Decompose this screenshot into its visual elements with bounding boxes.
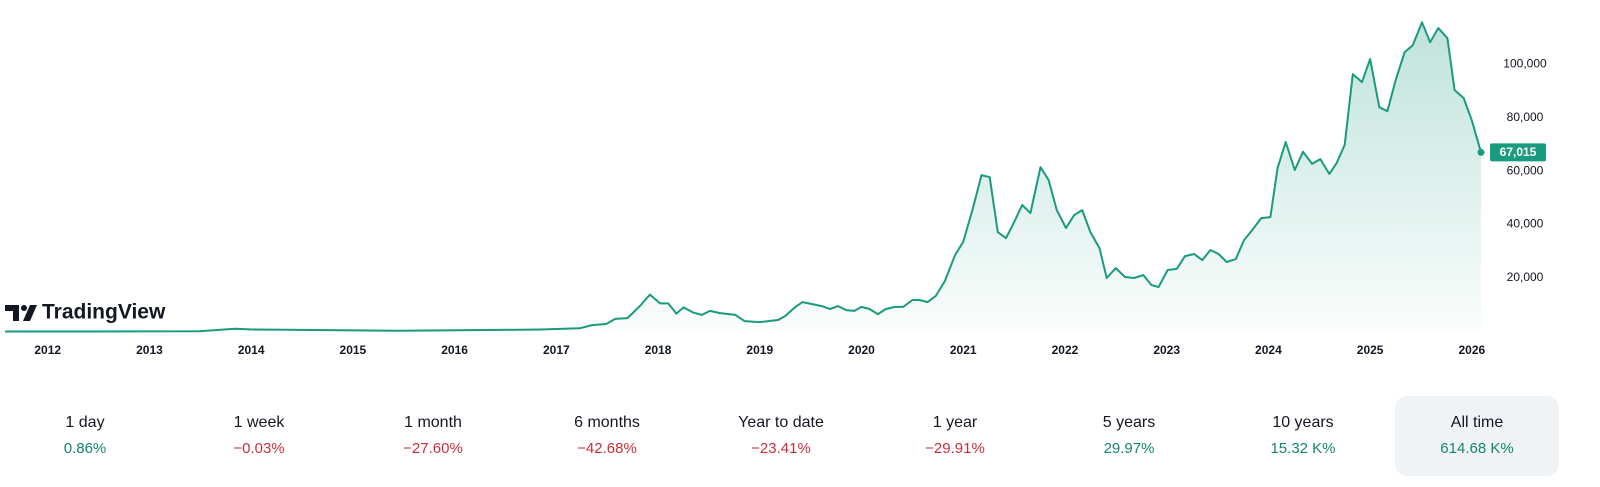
x-tick-label: 2013 <box>136 343 163 357</box>
period-label: 1 day <box>65 414 104 431</box>
x-tick-label: 2025 <box>1357 343 1384 357</box>
logo-text: TradingView <box>42 301 166 324</box>
period-value: −27.60% <box>403 440 463 457</box>
period-button[interactable]: Year to date −23.41% <box>738 414 824 457</box>
period-highlight <box>1395 396 1559 476</box>
y-tick-label: 40,000 <box>1507 217 1544 231</box>
period-label: All time <box>1451 414 1504 431</box>
x-tick-label: 2021 <box>950 343 977 357</box>
period-label: 5 years <box>1103 414 1155 431</box>
period-value: 0.86% <box>64 440 107 457</box>
x-tick-label: 2012 <box>34 343 61 357</box>
logo-icon <box>5 305 37 321</box>
period-label: 1 week <box>234 414 286 431</box>
y-tick-label: 80,000 <box>1507 110 1544 124</box>
period-label: 10 years <box>1272 414 1333 431</box>
y-tick-label: 100,000 <box>1503 56 1547 70</box>
price-tag <box>1490 143 1546 162</box>
y-tick-label: 20,000 <box>1507 270 1544 284</box>
period-button[interactable]: 1 day 0.86% <box>64 414 107 457</box>
x-tick-label: 2019 <box>746 343 773 357</box>
period-label: 6 months <box>574 414 640 431</box>
period-label: Year to date <box>738 414 824 431</box>
period-button[interactable]: 1 year −29.91% <box>925 414 985 457</box>
price-tag-label: 67,015 <box>1500 145 1537 159</box>
period-value: 614.68 K% <box>1440 440 1513 457</box>
period-value: −0.03% <box>233 440 284 457</box>
x-tick-label: 2026 <box>1458 343 1485 357</box>
x-tick-label: 2014 <box>238 343 265 357</box>
x-tick-label: 2020 <box>848 343 875 357</box>
x-tick-label: 2018 <box>645 343 672 357</box>
period-value: 29.97% <box>1104 440 1155 457</box>
period-button[interactable]: 5 years 29.97% <box>1103 414 1155 457</box>
period-value: 15.32 K% <box>1270 440 1335 457</box>
period-label: 1 year <box>933 414 978 431</box>
x-tick-label: 2022 <box>1052 343 1079 357</box>
x-tick-label: 2017 <box>543 343 570 357</box>
x-tick-label: 2016 <box>441 343 468 357</box>
period-button[interactable]: 6 months −42.68% <box>574 414 640 457</box>
period-value: −42.68% <box>577 440 637 457</box>
period-label: 1 month <box>404 414 462 431</box>
x-tick-label: 2023 <box>1153 343 1180 357</box>
period-button[interactable]: 1 week −0.03% <box>233 414 285 457</box>
price-line <box>5 21 1482 333</box>
period-button[interactable]: 1 month −27.60% <box>403 414 463 457</box>
period-value: −29.91% <box>925 440 985 457</box>
y-tick-label: 60,000 <box>1507 163 1544 177</box>
area-fill <box>5 22 1481 332</box>
x-tick-label: 2024 <box>1255 343 1282 357</box>
period-value: −23.41% <box>751 440 811 457</box>
last-point <box>1477 148 1485 156</box>
period-button[interactable]: All time 614.68 K% <box>1395 396 1559 476</box>
period-button[interactable]: 10 years 15.32 K% <box>1270 414 1335 457</box>
x-tick-label: 2015 <box>340 343 367 357</box>
